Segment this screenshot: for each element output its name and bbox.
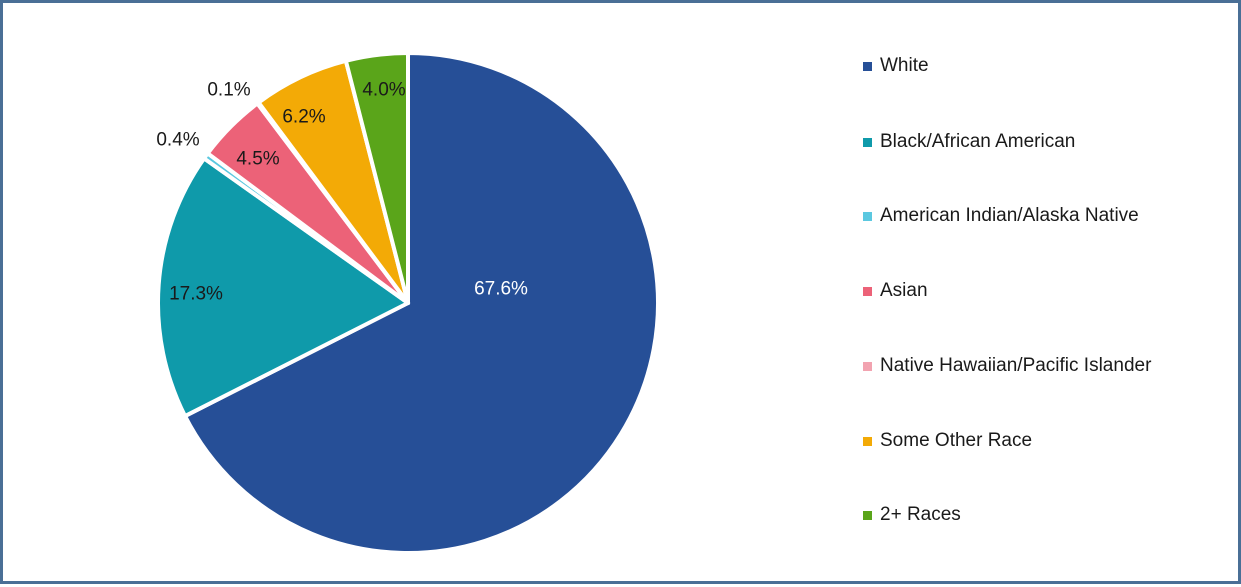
data-label-american-indian-alaska-native: 0.4% — [156, 130, 199, 151]
legend-item-white: White — [863, 53, 929, 79]
legend-swatch — [863, 137, 872, 147]
pie-data-labels: 67.6% 17.3% 0.4% 4.5% 0.1% 6.2% 4.0% — [156, 80, 528, 305]
data-label-black-african-american: 17.3% — [169, 284, 223, 305]
data-label-white: 67.6% — [474, 279, 528, 300]
legend-swatch — [863, 211, 872, 221]
pie-slice-white — [183, 51, 661, 555]
legend-swatch — [863, 61, 872, 71]
legend-item-asian: Asian — [863, 278, 928, 304]
legend-label: White — [880, 55, 929, 76]
data-label-2-races: 4.0% — [362, 80, 405, 101]
legend-label: Asian — [880, 280, 928, 301]
data-label-native-hawaiian-pacific-islander: 0.1% — [207, 80, 250, 101]
data-label-some-other-race: 6.2% — [282, 107, 325, 128]
legend-swatch — [863, 436, 872, 446]
legend-swatch — [863, 286, 872, 296]
pie-slice-2-races — [343, 51, 410, 305]
legend-label: Black/African American — [880, 131, 1076, 152]
pie-slice-black-african-american — [156, 156, 410, 419]
legend-label: 2+ Races — [880, 504, 961, 525]
legend-swatch — [863, 361, 872, 371]
pie-slices — [156, 51, 661, 555]
legend-swatch — [863, 510, 872, 520]
pie-chart: 67.6% 17.3% 0.4% 4.5% 0.1% 6.2% 4.0% — [156, 51, 661, 555]
legend-item-2-races: 2+ Races — [863, 502, 961, 528]
data-label-asian: 4.5% — [236, 149, 279, 170]
legend-label: Native Hawaiian/Pacific Islander — [880, 355, 1152, 376]
legend-item-native-hawaiian-pacific-islander: Native Hawaiian/Pacific Islander — [863, 353, 1151, 379]
legend-label: Some Other Race — [880, 430, 1033, 451]
legend-item-some-other-race: Some Other Race — [863, 428, 1032, 454]
legend-item-american-indian-alaska-native: American Indian/Alaska Native — [863, 203, 1139, 229]
legend-label: American Indian/Alaska Native — [880, 205, 1139, 226]
legend-item-black-african-american: Black/African American — [863, 129, 1075, 155]
